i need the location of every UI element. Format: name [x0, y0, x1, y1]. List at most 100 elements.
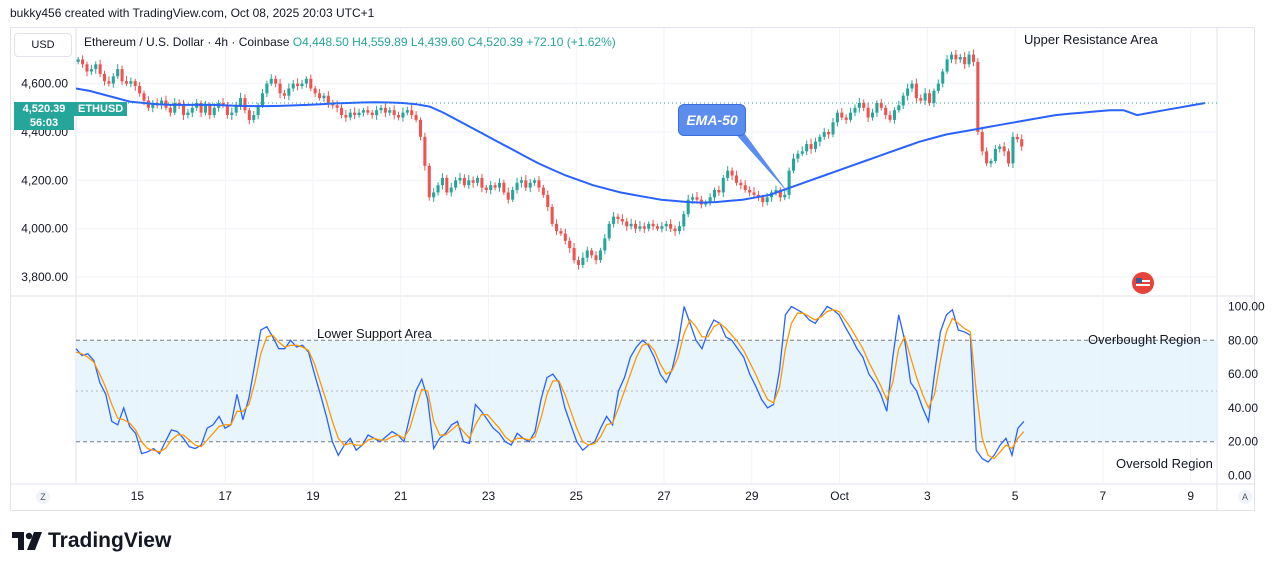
candle-body: [418, 119, 423, 137]
candle-body: [620, 219, 624, 222]
candle-body: [519, 180, 523, 183]
oversold-label: Oversold Region: [1116, 456, 1213, 471]
candle-body: [94, 64, 98, 70]
candle-body: [686, 199, 690, 215]
time-tick-label: 25: [570, 489, 584, 503]
candle-body: [445, 177, 449, 193]
candle-body: [427, 165, 431, 198]
candle-body: [682, 214, 686, 227]
time-tick-label: Oct: [830, 489, 849, 503]
candle-body: [870, 112, 875, 118]
candle-body: [831, 122, 835, 135]
candle-body: [967, 54, 971, 65]
last-price: 4,520.39: [22, 103, 66, 115]
price-tick-label: 3,800.00: [21, 270, 68, 284]
candle-body: [734, 175, 738, 183]
candle-body: [476, 177, 480, 183]
time-tick-label: 7: [1100, 489, 1107, 503]
candle-body: [322, 95, 326, 99]
candle-body: [989, 161, 993, 164]
candle-body: [353, 112, 357, 116]
candle-body: [897, 105, 901, 111]
oscillator-tick-label: 40.00: [1228, 401, 1258, 415]
candle-body: [467, 180, 471, 186]
candle-body: [998, 146, 1002, 149]
candle-body: [296, 83, 300, 87]
candle-body: [234, 105, 238, 113]
price-tick-label: 4,000.00: [21, 222, 68, 236]
candle-body: [616, 216, 620, 220]
candle-body: [335, 105, 339, 108]
upper-resistance-label: Upper Resistance Area: [1024, 32, 1158, 47]
candle-body: [546, 194, 550, 207]
candle-body: [533, 180, 537, 183]
candle-body: [629, 223, 633, 227]
candle-body: [375, 110, 379, 116]
candle-body: [625, 221, 629, 227]
candle-body: [612, 216, 616, 224]
candle-body: [555, 223, 559, 232]
overbought-label: Overbought Region: [1088, 332, 1201, 347]
candle-body: [765, 197, 769, 203]
ema50-line: [75, 87, 1206, 204]
candle-body: [291, 83, 295, 89]
candle-body: [660, 226, 664, 229]
candle-body: [743, 185, 747, 191]
candle-body: [361, 110, 365, 113]
price-tick-label: 4,200.00: [21, 173, 68, 187]
candle-body: [265, 83, 269, 94]
candle-body: [677, 226, 681, 232]
candle-body: [594, 255, 598, 261]
candle-body: [695, 197, 699, 200]
candle-body: [568, 240, 572, 249]
candle-body: [173, 102, 177, 113]
candle-body: [423, 136, 427, 166]
candle-body: [857, 102, 861, 108]
tradingview-logo-icon: [12, 532, 42, 550]
candle-body: [102, 73, 107, 82]
candle-body: [590, 250, 594, 256]
chart-frame: [10, 27, 1255, 511]
us-flag-icon[interactable]: [1132, 272, 1154, 294]
candle-body: [783, 194, 787, 198]
candle-body: [142, 93, 146, 101]
candle-body: [827, 131, 831, 135]
candle-body: [274, 78, 278, 84]
candle-body: [199, 102, 203, 113]
candle-body: [971, 54, 975, 62]
candle-body: [985, 151, 989, 164]
zoom-button[interactable]: Z: [36, 490, 50, 504]
candle-body: [585, 250, 589, 258]
candle-body: [980, 131, 984, 152]
candle-body: [133, 81, 137, 87]
candle-body: [432, 192, 436, 198]
candle-body: [497, 182, 502, 188]
candle-body: [181, 105, 186, 116]
auto-scale-button[interactable]: A: [1238, 490, 1252, 504]
candle-body: [129, 81, 133, 84]
candle-body: [572, 248, 576, 261]
currency-selector[interactable]: USD: [14, 33, 72, 57]
time-tick-label: 17: [219, 489, 233, 503]
candle-body: [805, 144, 809, 152]
time-tick-label: 23: [482, 489, 496, 503]
candle-body: [888, 115, 892, 120]
candle-body: [370, 112, 374, 116]
candle-body: [309, 78, 313, 89]
candle-body: [813, 141, 817, 149]
candle-body: [598, 250, 602, 261]
candle-body: [774, 190, 778, 193]
ema-callout-pointer: [732, 130, 790, 195]
candle-body: [401, 112, 405, 118]
candle-body: [344, 115, 348, 118]
candle-body: [260, 93, 265, 106]
tradingview-logo[interactable]: TradingView: [12, 529, 171, 553]
candle-body: [1011, 136, 1015, 164]
candle-body: [326, 95, 330, 103]
candle-body: [691, 197, 695, 200]
candle-body: [138, 86, 142, 94]
candle-body: [642, 226, 646, 229]
candle-body: [379, 107, 383, 111]
candle-body: [787, 170, 791, 195]
